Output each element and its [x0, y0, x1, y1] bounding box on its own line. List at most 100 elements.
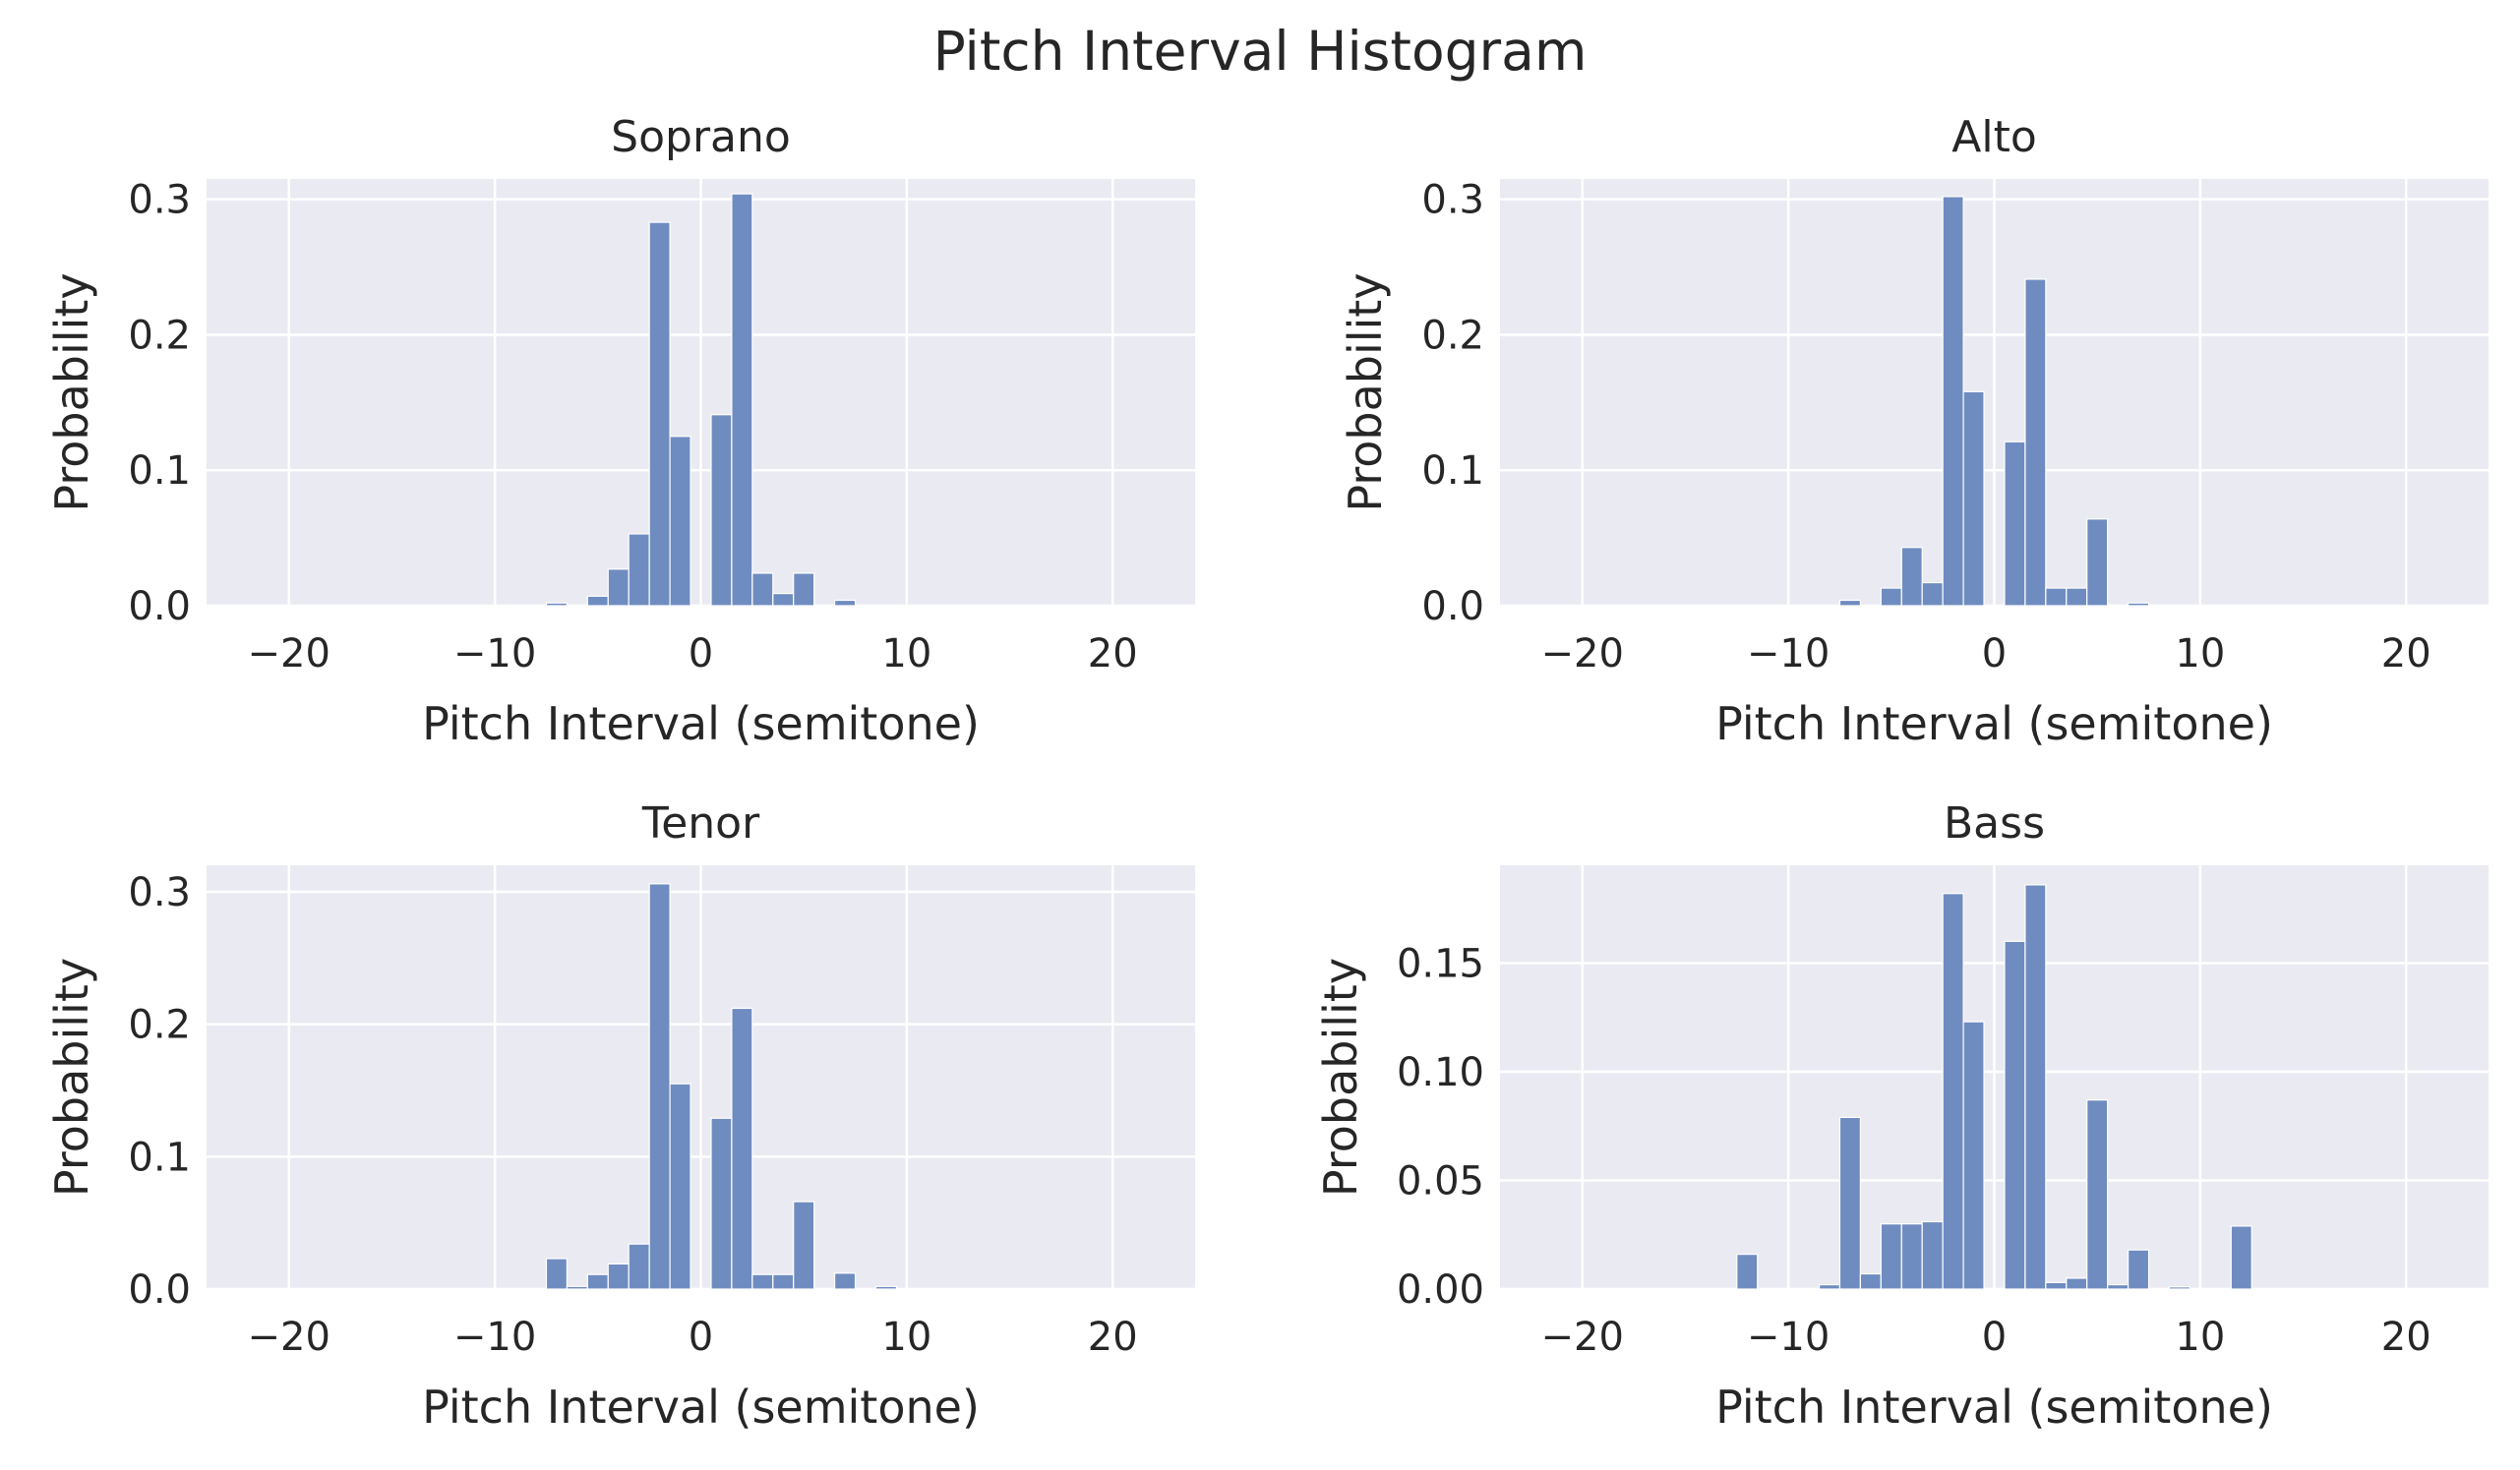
x-tick-label: 10 [2175, 1315, 2225, 1360]
histogram-bar [772, 592, 795, 607]
histogram-bar [1859, 1272, 1882, 1290]
y-tick-label: 0.2 [128, 1003, 191, 1048]
y-axis-label: Probability [1339, 272, 1392, 511]
x-tick-label: −20 [248, 1315, 330, 1360]
x-tick-label: 10 [881, 631, 931, 676]
histogram-bar [1921, 581, 1944, 607]
histogram-bar [545, 602, 569, 607]
histogram-bar [2045, 1281, 2068, 1290]
histogram-bar [2066, 587, 2088, 607]
histogram-bar [793, 1201, 815, 1290]
x-tick-label: −20 [248, 631, 330, 676]
x-axis-label: Pitch Interval (semitone) [422, 697, 980, 750]
subplot-title: Bass [1944, 798, 2045, 849]
y-tick-label: 0.05 [1397, 1158, 1484, 1204]
x-axis-label: Pitch Interval (semitone) [422, 1381, 980, 1434]
histogram-bar [731, 1007, 753, 1290]
y-axis-label: Probability [45, 272, 98, 511]
histogram-bar [545, 1258, 569, 1290]
histogram-bar [2107, 1283, 2130, 1290]
histogram-bar [1900, 1223, 1923, 1290]
y-tick-label: 0.1 [1421, 448, 1484, 494]
subplot-soprano: Soprano −20 −10 0 10 20 0.0 0.1 0.2 0.3 Pitch Inte… [45, 112, 1195, 750]
histogram-bar [2230, 1225, 2252, 1290]
x-tick-label: 20 [1088, 631, 1138, 676]
x-tick-label: 0 [1982, 1315, 2007, 1360]
histogram-bar [2086, 1099, 2109, 1290]
y-tick-label: 0.3 [1421, 178, 1484, 223]
histogram-bar [2045, 587, 2068, 607]
x-tick-label: 0 [1982, 631, 2007, 676]
histogram-bar [1880, 587, 1902, 607]
y-tick-label: 0.1 [128, 1135, 191, 1180]
x-tick-label: −10 [1747, 631, 1830, 676]
figure-title: Pitch Interval Histogram [932, 20, 1588, 83]
histogram-bar [1962, 1021, 1985, 1290]
histogram-bar [586, 595, 609, 607]
y-tick-label: 0.0 [1421, 584, 1484, 629]
y-tick-label: 0.1 [128, 448, 191, 494]
subplot-title: Tenor [641, 798, 760, 849]
x-tick-label: 10 [881, 1315, 931, 1360]
histogram-bar [1736, 1254, 1759, 1290]
x-tick-label: 20 [2381, 631, 2431, 676]
histogram-bar [793, 572, 815, 607]
histogram-bar [751, 572, 774, 607]
histogram-bar [2024, 278, 2047, 607]
y-axis-label: Probability [1314, 958, 1367, 1197]
x-tick-label: −20 [1541, 631, 1624, 676]
histogram-bar [2004, 940, 2026, 1290]
histogram-bar [731, 193, 753, 607]
histogram-bar [566, 1285, 588, 1290]
histogram-bar [669, 1083, 691, 1290]
histogram-bar [1880, 1223, 1902, 1290]
histogram-bar [648, 883, 671, 1290]
histogram-bar [2024, 884, 2047, 1290]
subplot-bass: Bass −20 −10 0 10 20 0.00 0.05 0.10 0.15 Pitch Int… [1314, 798, 2489, 1434]
histogram-bar [2004, 441, 2026, 607]
x-axis-label: Pitch Interval (semitone) [1715, 697, 2273, 750]
histogram-bar [607, 1263, 630, 1290]
y-tick-label: 0.3 [128, 178, 191, 223]
y-tick-label: 0.00 [1397, 1267, 1484, 1313]
histogram-bar [628, 1243, 650, 1290]
subplot-alto: Alto −20 −10 0 10 20 0.0 0.1 0.2 0.3 Pitch Interva… [1339, 112, 2489, 750]
histogram-bar [772, 1273, 795, 1290]
histogram-bar [607, 568, 630, 607]
histogram-bar [1900, 547, 1923, 607]
x-tick-label: 10 [2175, 631, 2225, 676]
y-tick-label: 0.15 [1397, 941, 1484, 986]
x-tick-label: 0 [689, 631, 713, 676]
histogram-bar [751, 1273, 774, 1290]
histogram-bar [648, 221, 671, 607]
histogram-bar [1921, 1220, 1944, 1290]
histogram-bar [2127, 602, 2150, 607]
x-tick-label: −10 [453, 631, 536, 676]
y-tick-label: 0.0 [128, 1267, 191, 1313]
y-tick-label: 0.3 [128, 870, 191, 915]
histogram-bar [2086, 518, 2109, 607]
x-tick-label: −10 [453, 1315, 536, 1360]
histogram-bar [2066, 1277, 2088, 1290]
x-tick-label: 0 [689, 1315, 713, 1360]
histogram-bar [833, 1272, 857, 1290]
x-axis-label: Pitch Interval (semitone) [1715, 1381, 2273, 1434]
histogram-bar [669, 436, 691, 607]
x-tick-label: −10 [1747, 1315, 1830, 1360]
y-tick-label: 0.2 [1421, 313, 1484, 358]
histogram-bar [628, 533, 650, 607]
histogram-bar [710, 414, 733, 607]
histogram-bar [874, 1285, 898, 1290]
histogram-bar [1838, 1116, 1862, 1290]
subplot-tenor: Tenor −20 −10 0 10 20 0.0 0.1 0.2 0.3 Pitch Interv… [45, 798, 1195, 1434]
histogram-bar [1962, 390, 1985, 607]
histogram-bar [2127, 1249, 2150, 1290]
subplot-title: Soprano [611, 112, 791, 162]
y-tick-label: 0.2 [128, 313, 191, 358]
y-tick-label: 0.0 [128, 584, 191, 629]
x-tick-label: 20 [2381, 1315, 2431, 1360]
histogram-bar [1942, 893, 1964, 1290]
histogram-bar [710, 1117, 733, 1290]
